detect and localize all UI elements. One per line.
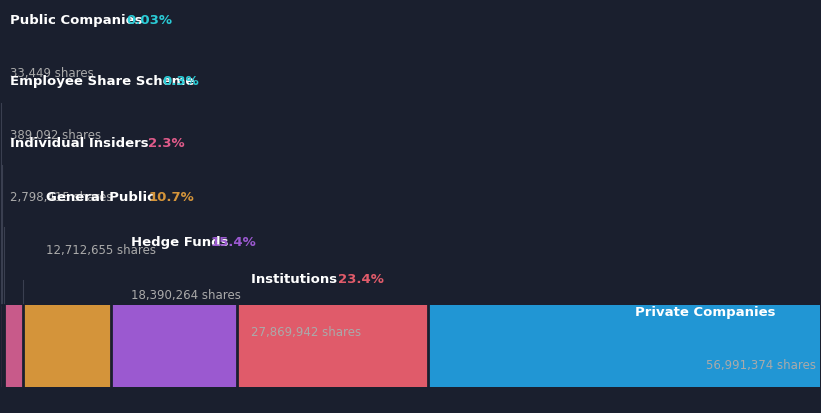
Text: Hedge Funds: Hedge Funds [131, 235, 233, 248]
Bar [23, 305, 111, 387]
Text: General Public: General Public [47, 190, 160, 203]
Text: 47.8%: 47.8% [769, 305, 815, 318]
Text: 389,092 shares: 389,092 shares [10, 128, 101, 142]
Text: 2,798,415 shares: 2,798,415 shares [10, 190, 112, 203]
Bar [2, 305, 4, 387]
Bar [111, 305, 236, 387]
Text: 10.7%: 10.7% [149, 190, 194, 203]
Text: 23.4%: 23.4% [338, 272, 384, 285]
Text: Institutions: Institutions [251, 272, 342, 285]
Text: Individual Insiders: Individual Insiders [10, 137, 153, 150]
Text: 2.3%: 2.3% [148, 137, 185, 150]
Text: Employee Share Scheme: Employee Share Scheme [10, 75, 199, 88]
Text: Public Companies: Public Companies [10, 14, 147, 27]
Bar [429, 305, 819, 387]
Text: 12,712,655 shares: 12,712,655 shares [47, 243, 156, 256]
Text: Private Companies: Private Companies [635, 305, 775, 318]
Text: 56,991,374 shares: 56,991,374 shares [705, 358, 815, 371]
Text: 27,869,942 shares: 27,869,942 shares [251, 325, 361, 338]
Bar [236, 305, 429, 387]
Text: 0.3%: 0.3% [163, 75, 200, 88]
Text: 18,390,264 shares: 18,390,264 shares [131, 289, 241, 301]
Bar [4, 305, 23, 387]
Text: 33,449 shares: 33,449 shares [10, 67, 94, 80]
Text: 15.4%: 15.4% [211, 235, 256, 248]
Text: 0.03%: 0.03% [126, 14, 172, 27]
